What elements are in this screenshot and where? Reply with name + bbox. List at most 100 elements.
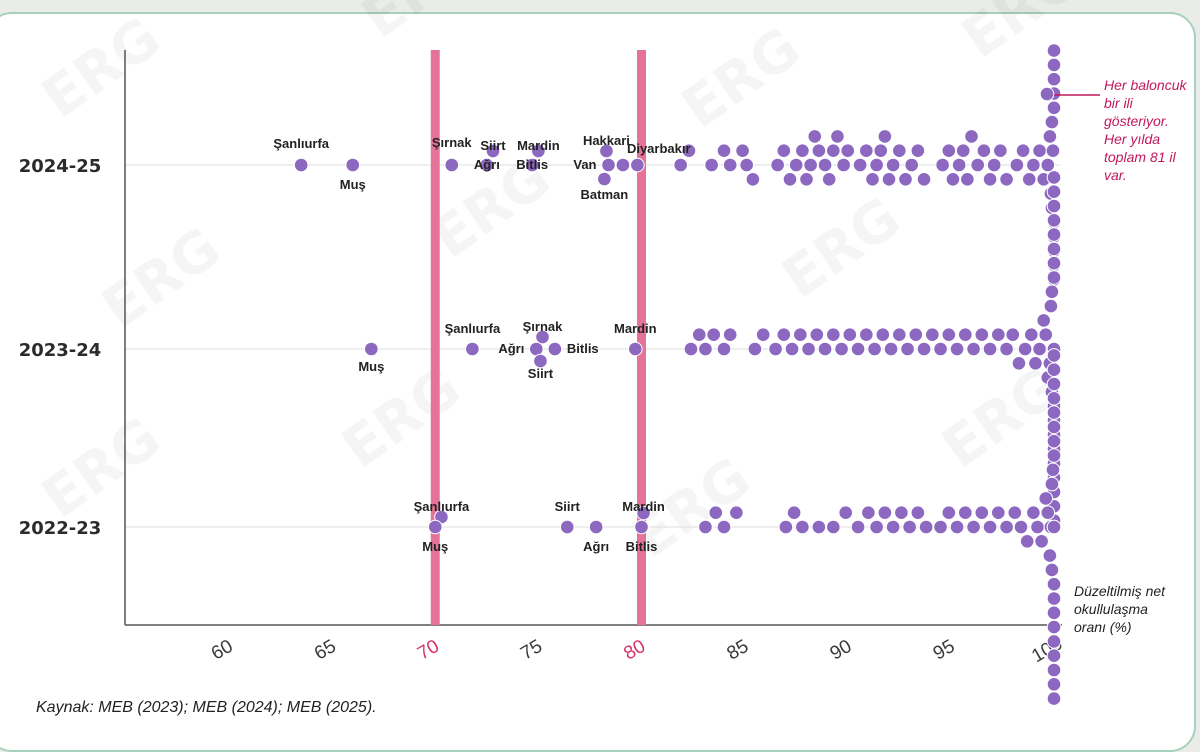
province-dot-2024-25-25 [859, 143, 874, 158]
province-dot-Şanlıurfa [465, 341, 480, 357]
province-dot-2024-25-31 [885, 157, 901, 173]
province-dot-2022-23-34 [1038, 491, 1054, 506]
province-dot-Muş [345, 157, 361, 173]
province-dot-2024-25-30 [881, 172, 897, 187]
watermark-text-1: ERG [351, 0, 493, 51]
province-label-Şırnak: Şırnak [432, 135, 473, 150]
province-dot-2022-23-21 [949, 519, 965, 535]
province-dot-2024-25-41 [955, 143, 971, 158]
province-dot-2023-24-54 [1046, 255, 1062, 271]
province-dot-Batman [597, 171, 612, 187]
province-dot-2023-24-12 [801, 341, 816, 357]
province-dot-2023-24-62 [1046, 198, 1062, 214]
province-dot-2024-25-16 [807, 129, 823, 144]
province-dot-2024-25-45 [976, 143, 992, 158]
province-label-Van: Van [573, 157, 596, 172]
province-dot-2024-25-1 [673, 157, 688, 173]
province-dot-2024-25-13 [795, 143, 810, 158]
province-dot-2022-23-7 [811, 519, 827, 535]
province-dot-2022-23-27 [999, 519, 1014, 535]
province-dot-Siirt [559, 519, 575, 535]
province-dot-2022-23-47 [1046, 619, 1062, 635]
province-dot-2024-25-23 [840, 143, 856, 158]
province-dot-2022-23-59 [1046, 519, 1062, 535]
province-label-Muş: Muş [358, 359, 384, 374]
province-dot-2022-23-23 [966, 519, 981, 535]
province-dot-2024-25-61 [1045, 143, 1061, 158]
province-dot-2023-24-8 [768, 341, 783, 357]
province-dot-2024-25-38 [941, 143, 957, 158]
annotation-line-4: toplam 81 il [1104, 149, 1176, 165]
province-dot-2023-24-26 [916, 341, 932, 357]
province-dot-2023-24-20 [867, 341, 882, 357]
province-label-Bitlis: Bitlis [516, 157, 548, 172]
province-dot-2024-25-57 [1042, 129, 1058, 144]
province-dot-2024-25-46 [982, 172, 998, 187]
province-dot-2022-23-44 [1046, 433, 1062, 449]
province-dot-2023-24-22 [883, 341, 899, 357]
province-dot-2022-23-57 [1046, 691, 1062, 706]
province-dot-2022-23-29 [1013, 519, 1029, 535]
province-label-Diyarbakır: Diyarbakır [627, 141, 691, 156]
x-tick-label-65: 65 [311, 636, 340, 665]
province-dot-2023-24-13 [809, 327, 825, 343]
province-label-Bitlis: Bitlis [626, 539, 658, 554]
province-dot-2024-25-29 [877, 129, 893, 144]
province-dot-2022-23-11 [861, 505, 876, 521]
province-label-Ağrı: Ağrı [474, 157, 500, 172]
row-label-2023-24: 2023-24 [19, 340, 102, 361]
province-dot-2024-25-66 [1046, 71, 1062, 87]
province-dot-2023-24-34 [982, 341, 998, 357]
province-dot-2024-25-42 [960, 172, 975, 187]
province-dot-2022-23-52 [1046, 376, 1062, 392]
province-dot-2022-23-26 [991, 505, 1006, 521]
province-dot-2023-24-42 [1032, 341, 1047, 357]
province-dot-2024-25-48 [993, 143, 1008, 158]
province-dot-2022-23-54 [1046, 362, 1062, 378]
province-dot-2023-24-5 [722, 327, 738, 343]
province-dot-2023-24-29 [941, 327, 957, 343]
province-dot-2024-25-47 [986, 157, 1002, 173]
province-dot-2023-24-25 [908, 327, 924, 343]
province-dot-2023-24-21 [875, 327, 891, 343]
province-dot-Muş [364, 341, 379, 357]
province-dot-Mardin [636, 505, 651, 521]
province-label-Hakkari: Hakkari [583, 133, 630, 148]
x-tick-label-85: 85 [723, 636, 752, 665]
province-label-Ağrı: Ağrı [583, 539, 609, 554]
province-dot-2023-24-39 [1017, 341, 1033, 357]
province-dot-2022-23-35 [1040, 505, 1056, 521]
province-dot-Siirt [485, 143, 501, 159]
province-dot-2022-23-9 [838, 505, 853, 521]
x-tick-label-95: 95 [930, 636, 959, 665]
province-dot-2024-25-40 [951, 157, 967, 173]
province-label-Batman: Batman [581, 187, 629, 202]
province-dot-2024-25-35 [910, 143, 926, 158]
province-dot-2023-24-44 [1038, 327, 1054, 343]
province-dot-2023-24-9 [776, 327, 792, 343]
province-dot-2023-24-43 [1036, 313, 1051, 328]
province-dot-2024-25-37 [935, 157, 950, 173]
watermark-text-0: ERG [31, 5, 173, 131]
province-dot-Diyarbakır [615, 157, 631, 173]
province-dot-2022-23-18 [918, 519, 934, 535]
province-dot-Bitlis [634, 519, 649, 535]
province-dot-2023-24-32 [966, 341, 981, 357]
province-dot-2024-25-21 [830, 129, 845, 144]
province-dot-2024-25-11 [782, 172, 798, 187]
x-axis-title-line-1: okullulaşma [1074, 601, 1148, 617]
province-dot-Ağrı [479, 157, 495, 173]
x-tick-label-75: 75 [517, 636, 546, 665]
watermark-text-3: ERG [951, 0, 1093, 71]
province-dot-2023-24-16 [834, 341, 849, 357]
province-dot-2022-23-31 [1026, 505, 1041, 521]
province-dot-2023-24-19 [859, 327, 874, 343]
province-label-Muş: Muş [340, 177, 366, 192]
province-dot-2024-25-70 [1046, 43, 1062, 58]
province-dot-2022-23-4 [778, 519, 794, 535]
province-dot-2024-25-43 [964, 129, 979, 144]
province-dot-2024-25-4 [716, 143, 732, 158]
province-dot-2024-25-27 [869, 157, 884, 173]
province-label-Şanlıurfa: Şanlıurfa [273, 136, 329, 151]
